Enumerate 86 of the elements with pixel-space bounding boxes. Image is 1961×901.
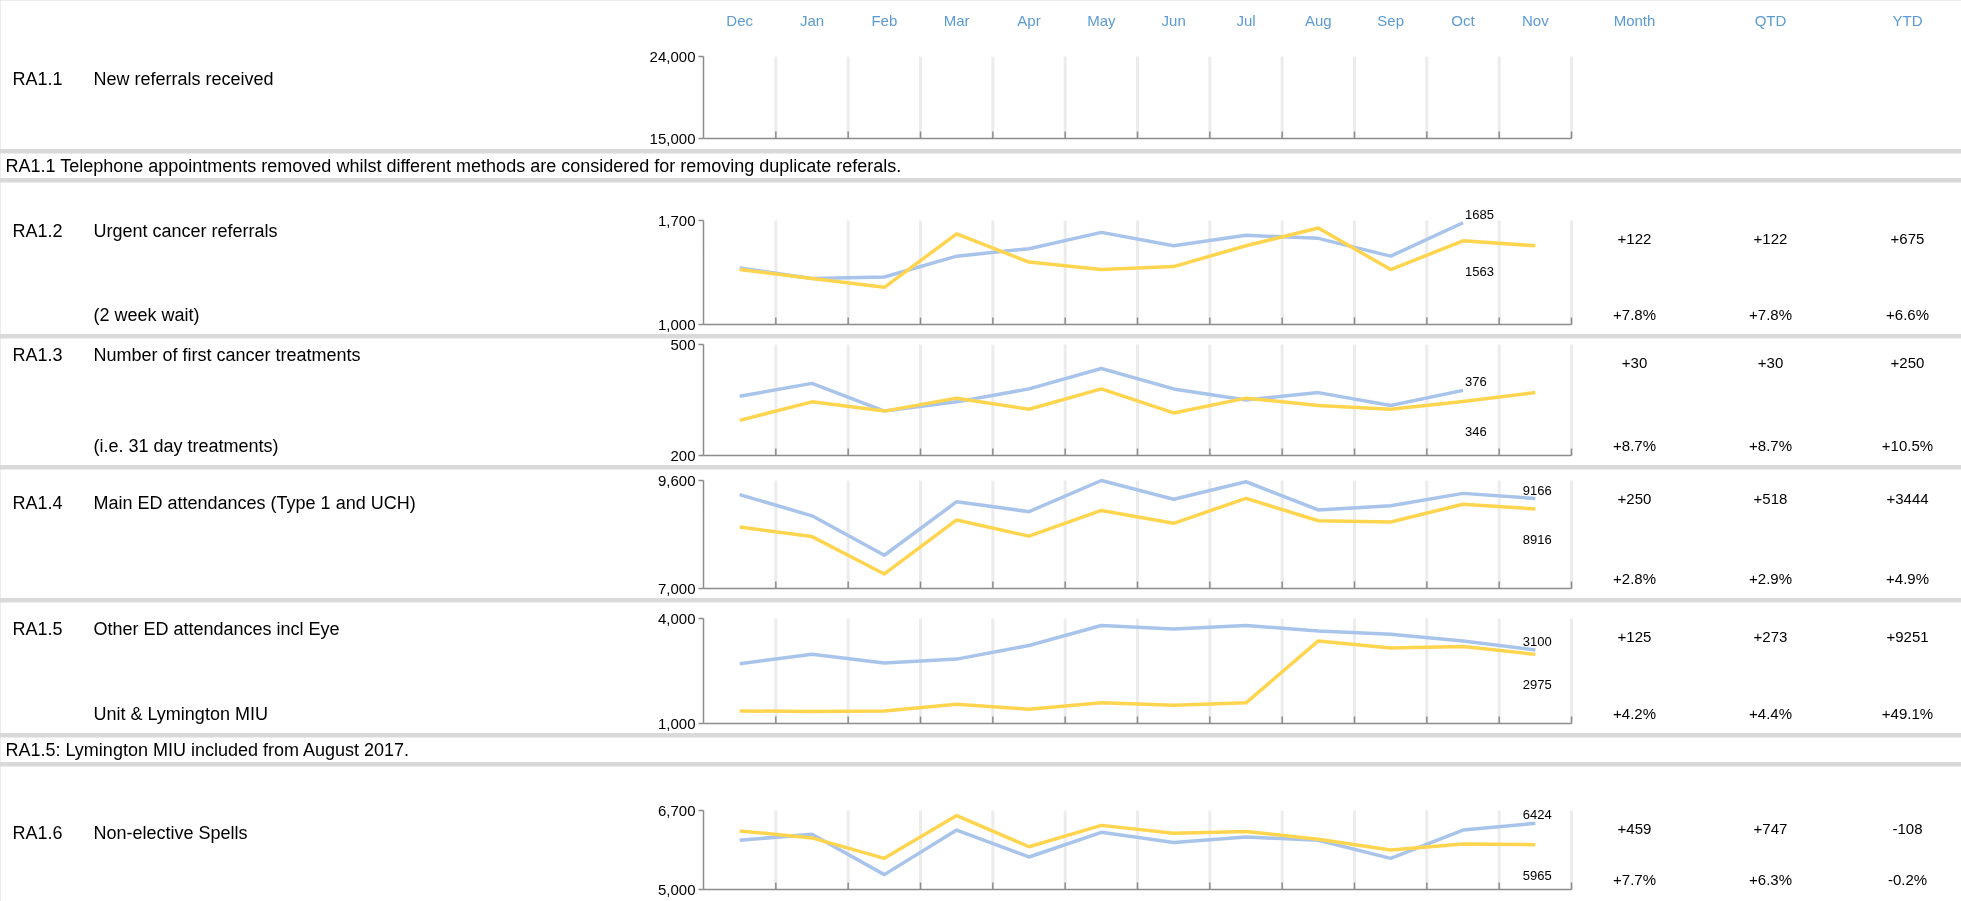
text: Unit & Lymington MIU [93,703,268,724]
line-series [737,226,1538,290]
text: YTD [1892,12,1923,29]
data-label: 6424 [1522,807,1552,823]
data-label: 2975 [1522,677,1552,693]
x-tick-label: Nov [1522,12,1550,29]
text: +4.2% [1613,705,1656,722]
data-label: 3100 [1522,634,1552,649]
text: +122 [1753,229,1788,247]
text: +125 [1617,627,1652,645]
text: +49.1% [1881,705,1934,722]
text: +459 [1617,819,1652,837]
text: Urgent cancer referrals [93,220,278,241]
text: +3444 [1886,489,1929,507]
y-tick-label: 7,000 [657,579,696,597]
y-tick-label: 9,600 [657,471,696,489]
text: RA1.5: Lymington MIU included from August 2017. [5,740,410,760]
text: +8.7% [1613,437,1656,454]
text: +747 [1753,819,1788,837]
text: +30 [1757,353,1784,371]
data-label: 8916 [1522,531,1552,547]
text: -108 [1892,819,1923,837]
x-tick-label: Jun [1161,12,1186,29]
text: +7.8% [1613,306,1656,323]
text: +4.4% [1749,705,1792,722]
x-tick-label: Jul [1236,12,1256,29]
data-label: 346 [1465,424,1487,440]
y-tick-label: 200 [670,446,696,464]
x-tick-label: Mar [943,12,970,29]
y-tick-label: 24,000 [649,47,696,65]
y-tick-label: 15,000 [649,129,696,147]
y-tick-label: 1,000 [657,714,696,732]
x-tick-label: Apr [1017,12,1041,29]
text: +9251 [1886,627,1929,645]
text: RA1.4 [12,492,63,513]
x-tick-label: Oct [1451,12,1476,29]
x-tick-label: Feb [871,12,898,29]
text: RA1.1 [12,68,63,89]
text: +2.8% [1613,570,1656,587]
x-tick-label: Sep [1377,12,1405,29]
text: +8.7% [1749,437,1792,454]
y-tick-label: 4,000 [657,609,696,627]
line-series [737,387,1538,423]
text: +518 [1753,489,1788,507]
text: RA1.3 [12,344,63,365]
x-tick-label: Dec [726,12,754,29]
data-label: 5965 [1522,867,1552,883]
text: Main ED attendances (Type 1 and UCH) [93,492,416,513]
text: +7.8% [1749,306,1792,323]
text: +250 [1890,353,1925,371]
text: +30 [1621,353,1648,371]
y-tick-label: 6,700 [657,801,696,819]
y-tick-label: 5,000 [657,880,696,898]
text: +10.5% [1881,437,1934,454]
text: QTD [1754,12,1787,29]
text: New referrals received [93,68,274,89]
text: +7.7% [1613,871,1656,888]
data-label: 9166 [1522,482,1552,498]
text: Month [1613,12,1656,29]
text: (2 week wait) [93,304,200,325]
x-tick-label: Aug [1304,12,1332,29]
text: RA1.1 Telephone appointments removed whilst different methods are considered for removing duplicate referals. [5,156,902,176]
text: Non-elective Spells [93,822,248,843]
y-tick-label: 1,700 [657,211,696,229]
y-tick-label: 1,000 [657,315,696,333]
text: -0.2% [1887,871,1928,888]
text: +2.9% [1749,570,1792,587]
text: Number of first cancer treatments [93,344,361,365]
text: +6.6% [1886,306,1929,323]
data-label: 376 [1465,374,1487,390]
text: Other ED attendances incl Eye [93,618,340,639]
text: RA1.2 [12,220,63,241]
text: +675 [1890,229,1925,247]
text: +273 [1753,627,1788,645]
text: RA1.6 [12,822,63,843]
text: +250 [1617,489,1652,507]
text: +122 [1617,229,1652,247]
data-label: 1563 [1465,263,1494,279]
data-label: 1685 [1465,206,1494,222]
text: +6.3% [1749,871,1792,888]
text: (i.e. 31 day treatments) [93,435,279,456]
x-tick-label: May [1087,12,1116,29]
text: RA1.5 [12,618,63,639]
x-tick-label: Jan [799,12,825,29]
y-tick-label: 500 [670,335,696,353]
text: +4.9% [1886,570,1929,587]
